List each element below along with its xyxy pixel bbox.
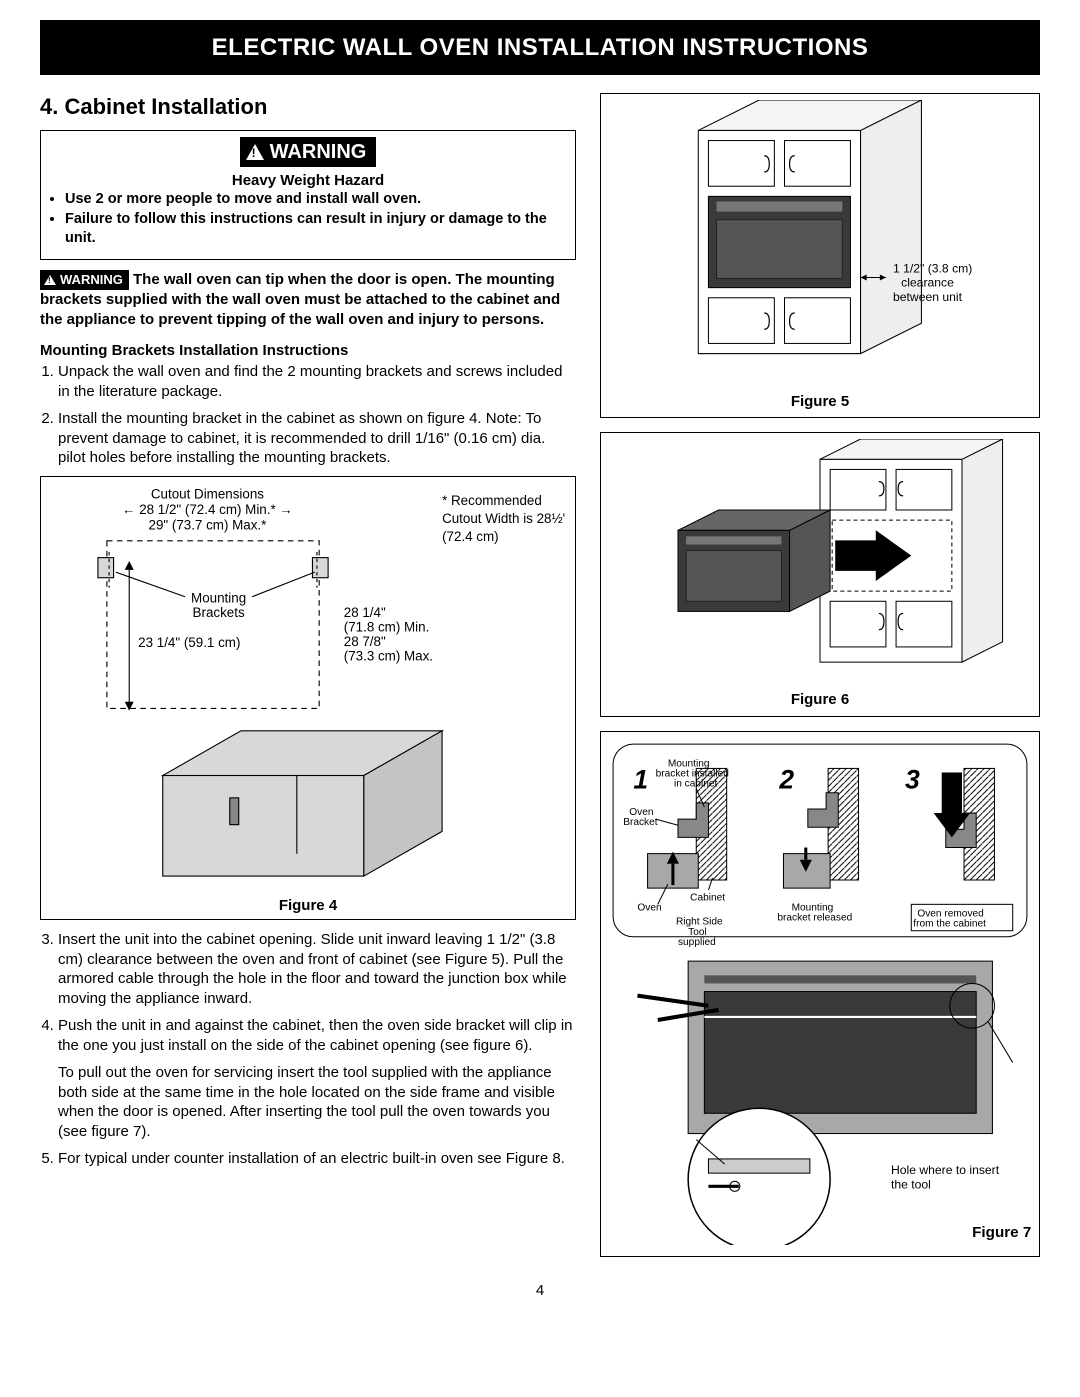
- svg-text:Cutout Dimensions: Cutout Dimensions: [151, 486, 264, 501]
- steps-list-cont2: For typical under counter installation o…: [40, 1149, 576, 1169]
- figure-6-svg: [607, 439, 1033, 682]
- section-number: 4.: [40, 94, 58, 119]
- left-column: 4. Cabinet Installation WARNING Heavy We…: [40, 93, 576, 1271]
- figure-4: Cutout Dimensions ← 28 1/2" (72.4 cm) Mi…: [40, 476, 576, 921]
- section-title: 4. Cabinet Installation: [40, 93, 576, 122]
- warning-badge-small: WARNING: [40, 270, 129, 290]
- svg-text:3: 3: [905, 764, 920, 794]
- figure-6-caption: Figure 6: [607, 690, 1033, 710]
- alert-icon: [44, 275, 56, 285]
- figure-4-svg: Cutout Dimensions ← 28 1/2" (72.4 cm) Mi…: [51, 485, 565, 887]
- warning-bullets: Use 2 or more people to move and install…: [51, 190, 565, 248]
- svg-text:from the cabinet: from the cabinet: [913, 918, 986, 929]
- warning-label: WARNING: [270, 139, 367, 165]
- figure-7: 1 Oven: [600, 731, 1040, 1258]
- warning-box: WARNING Heavy Weight Hazard Use 2 or mor…: [40, 130, 576, 260]
- step-item: Unpack the wall oven and find the 2 moun…: [58, 362, 576, 401]
- content-columns: 4. Cabinet Installation WARNING Heavy We…: [40, 93, 1040, 1271]
- section-name: Cabinet Installation: [64, 94, 267, 119]
- svg-text:between unit: between unit: [893, 290, 963, 304]
- svg-text:Cabinet: Cabinet: [690, 892, 725, 903]
- svg-text:Mounting: Mounting: [191, 590, 246, 605]
- page-header: ELECTRIC WALL OVEN INSTALLATION INSTRUCT…: [40, 20, 1040, 75]
- svg-text:2: 2: [778, 764, 794, 794]
- svg-text:29" (73.7 cm) Max.*: 29" (73.7 cm) Max.*: [148, 517, 266, 532]
- svg-text:Bracket: Bracket: [623, 817, 658, 828]
- svg-text:clearance: clearance: [901, 276, 954, 290]
- svg-text:1: 1: [633, 764, 648, 794]
- steps-list: Unpack the wall oven and find the 2 moun…: [40, 362, 576, 468]
- svg-text:1 1/2" (3.8 cm): 1 1/2" (3.8 cm): [893, 262, 972, 276]
- alert-icon: [246, 144, 264, 160]
- svg-text:in cabinet: in cabinet: [674, 778, 718, 789]
- warning-badge: WARNING: [240, 137, 377, 167]
- svg-text:23 1/4" (59.1 cm): 23 1/4" (59.1 cm): [138, 635, 240, 650]
- svg-text:Brackets: Brackets: [193, 604, 245, 619]
- step-item: Install the mounting bracket in the cabi…: [58, 409, 576, 468]
- warning-bullet: Failure to follow this instructions can …: [65, 210, 565, 248]
- svg-text:(71.8 cm) Min.: (71.8 cm) Min.: [344, 619, 430, 634]
- right-column: 1 1/2" (3.8 cm) clearance between unit F…: [600, 93, 1040, 1271]
- figure-5: 1 1/2" (3.8 cm) clearance between unit F…: [600, 93, 1040, 418]
- svg-text:(73.3 cm) Max.: (73.3 cm) Max.: [344, 648, 433, 663]
- svg-text:Cutout Width is 28½": Cutout Width is 28½": [442, 511, 565, 526]
- warning-label-small: WARNING: [60, 271, 123, 289]
- step-item: Push the unit in and against the cabinet…: [58, 1016, 576, 1055]
- step-item: For typical under counter installation o…: [58, 1149, 576, 1169]
- figure-7-svg: 1 Oven: [607, 738, 1033, 1245]
- steps-list-cont: Insert the unit into the cabinet opening…: [40, 930, 576, 1055]
- svg-text:← 28 1/2" (72.4 cm) Min.* →: ← 28 1/2" (72.4 cm) Min.* →: [122, 502, 293, 517]
- svg-text:* Recommended: * Recommended: [442, 493, 542, 508]
- svg-text:the tool: the tool: [891, 1177, 931, 1191]
- step-item: Insert the unit into the cabinet opening…: [58, 930, 576, 1008]
- hazard-title: Heavy Weight Hazard: [51, 171, 565, 191]
- mounting-brackets-heading: Mounting Brackets Installation Instructi…: [40, 341, 576, 361]
- figure-4-caption: Figure 4: [51, 896, 565, 916]
- svg-text:28 1/4": 28 1/4": [344, 604, 386, 619]
- inline-warning: WARNING The wall oven can tip when the d…: [40, 270, 576, 331]
- page-number: 4: [40, 1281, 1040, 1301]
- svg-text:28 7/8": 28 7/8": [344, 633, 386, 648]
- figure-5-caption: Figure 5: [607, 392, 1033, 412]
- svg-text:Hole where to insert: Hole where to insert: [891, 1163, 1000, 1177]
- svg-text:(72.4 cm): (72.4 cm): [442, 528, 499, 543]
- servicing-note: To pull out the oven for servicing inser…: [58, 1063, 576, 1141]
- svg-text:Figure 7: Figure 7: [972, 1224, 1031, 1241]
- svg-text:bracket released: bracket released: [777, 912, 852, 923]
- warning-bullet: Use 2 or more people to move and install…: [65, 190, 565, 209]
- figure-5-svg: 1 1/2" (3.8 cm) clearance between unit: [607, 100, 1033, 384]
- figure-6: Figure 6: [600, 432, 1040, 716]
- svg-text:supplied: supplied: [678, 937, 716, 948]
